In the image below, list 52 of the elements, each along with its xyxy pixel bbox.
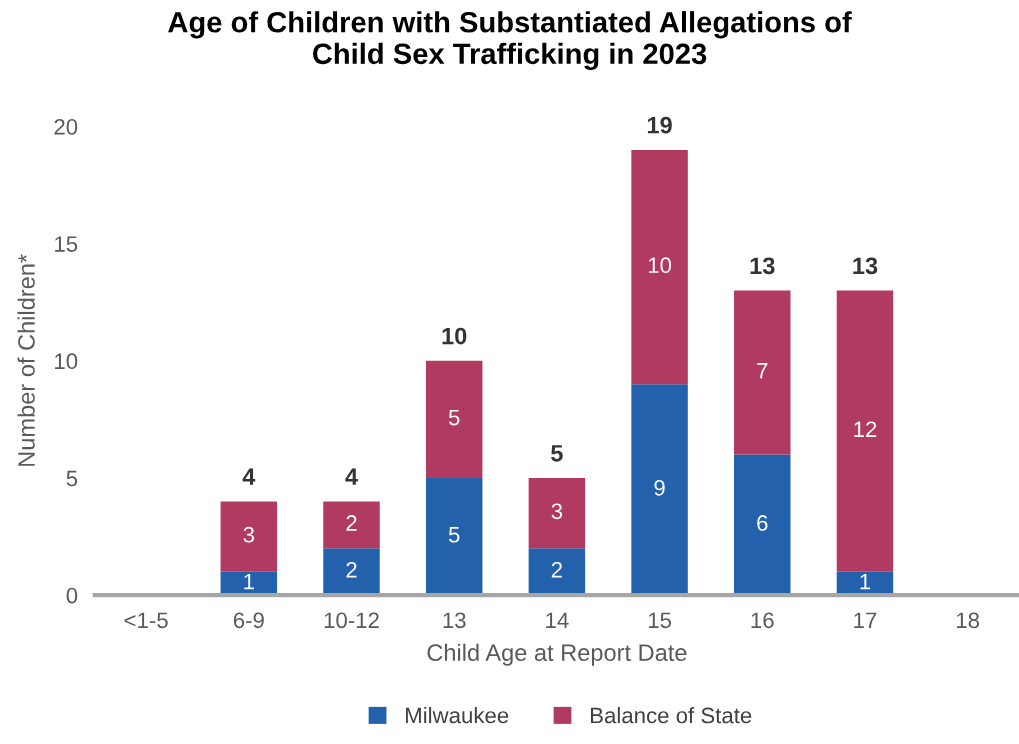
total-label: 4 xyxy=(345,468,358,485)
y-tick-label: 10 xyxy=(55,353,78,370)
y-tick-label: 15 xyxy=(55,236,78,252)
total-label: 10 xyxy=(442,327,467,345)
bar xyxy=(528,478,586,549)
data-label: 9 xyxy=(654,479,665,496)
total-label: 13 xyxy=(853,257,878,275)
x-tick-label: 14 xyxy=(546,612,569,628)
data-label: 12 xyxy=(854,421,877,437)
data-label: 3 xyxy=(551,503,563,520)
data-label: 5 xyxy=(448,409,460,426)
x-axis-title: Child Age at Report Date xyxy=(427,643,687,666)
bar xyxy=(528,548,586,596)
x-tick-label: 18 xyxy=(956,612,980,629)
data-label: 1 xyxy=(244,573,254,590)
bar xyxy=(734,290,791,455)
data-label: 5 xyxy=(448,527,460,543)
bar xyxy=(836,290,894,572)
x-tick-label: <1-5 xyxy=(124,612,168,629)
bar xyxy=(323,501,380,549)
total-label: 4 xyxy=(242,468,256,485)
x-tick-label: 10-12 xyxy=(324,612,379,629)
data-label: 2 xyxy=(551,561,562,578)
x-tick-label: 17 xyxy=(854,612,877,628)
y-tick-label: 5 xyxy=(66,470,78,487)
data-label: 3 xyxy=(243,526,255,543)
data-label: 2 xyxy=(346,515,357,531)
total-label: 19 xyxy=(647,116,672,134)
chart-title: Age of Children with Substantiated Allegations of Child Sex Trafficking in 2023 xyxy=(168,11,852,71)
total-label: 13 xyxy=(750,257,775,275)
x-tick-label: 13 xyxy=(443,612,466,629)
x-tick-label: 16 xyxy=(751,612,774,629)
y-axis-title: Number of Children* xyxy=(17,254,35,466)
x-tick-label: 15 xyxy=(648,612,671,629)
data-label: 6 xyxy=(757,515,768,531)
total-label: 5 xyxy=(551,445,563,462)
legend-label: Milwaukee xyxy=(406,707,509,724)
data-label: 7 xyxy=(757,363,768,379)
data-label: 2 xyxy=(346,561,357,578)
bar xyxy=(734,454,791,596)
bar xyxy=(425,360,483,479)
bar xyxy=(323,548,380,596)
y-tick-label: 0 xyxy=(66,587,78,604)
bar xyxy=(631,384,688,596)
legend-label: Balance of State xyxy=(591,707,752,724)
x-tick-label: 6-9 xyxy=(233,612,264,629)
bar xyxy=(425,478,483,596)
y-tick-label: 20 xyxy=(54,119,78,135)
data-label: 10 xyxy=(648,257,672,274)
bar xyxy=(220,501,278,572)
data-label: 1 xyxy=(860,573,871,590)
bar xyxy=(631,149,688,385)
